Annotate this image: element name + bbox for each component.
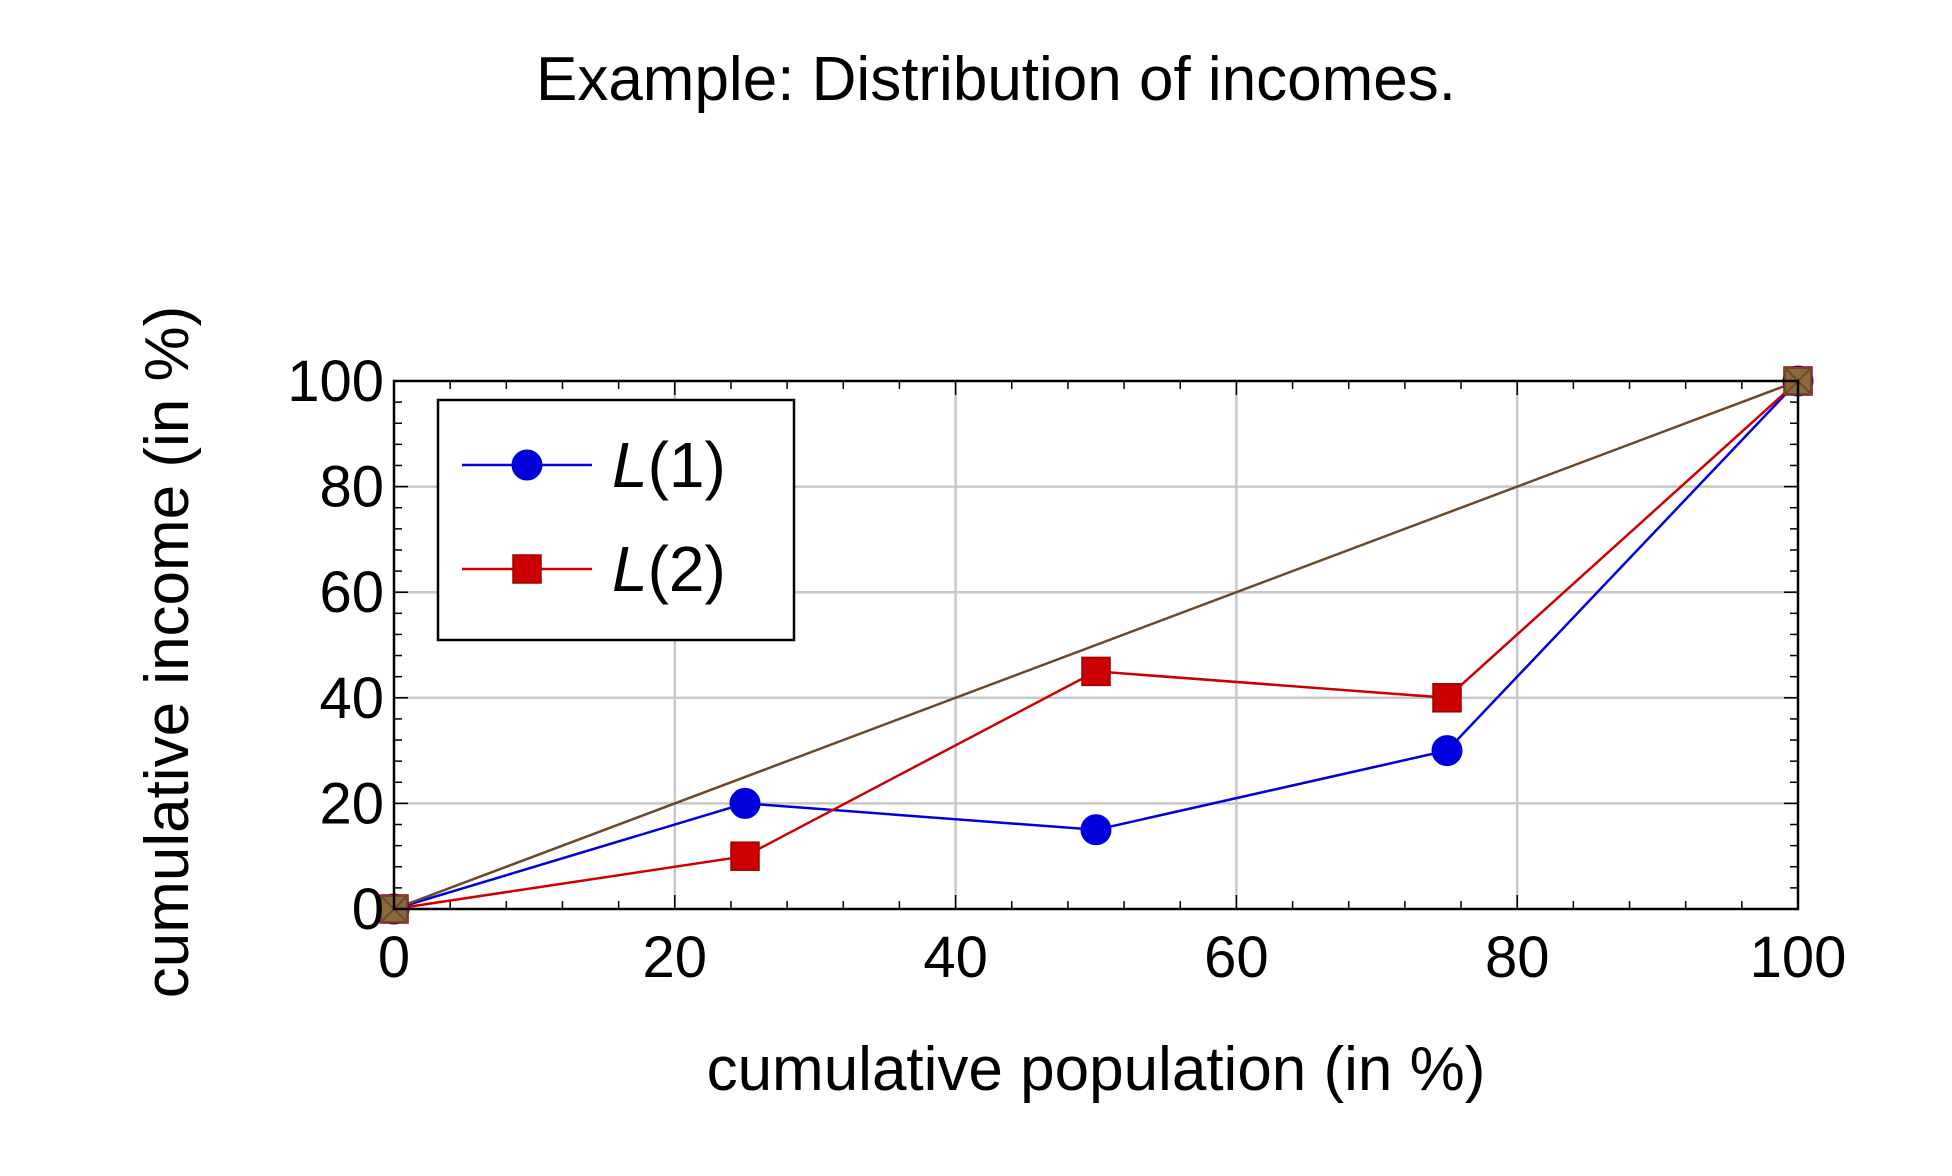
- y-tick-label: 100: [287, 349, 384, 414]
- legend: L(1)L(2): [436, 398, 796, 642]
- series-2: [393, 379, 1799, 911]
- series-layer: [378, 365, 1814, 925]
- x-tick-label: 20: [643, 925, 708, 990]
- data-point-circle: [1080, 814, 1112, 846]
- data-point-square: [512, 554, 542, 584]
- x-tick-label: 0: [378, 925, 410, 990]
- data-point-circle: [729, 787, 761, 819]
- data-point-square: [1432, 683, 1462, 713]
- data-point-square: [1081, 656, 1111, 687]
- y-tick-label: 20: [319, 771, 384, 836]
- x-tick-label: 80: [1485, 925, 1550, 990]
- x-tick-label: 40: [923, 925, 988, 990]
- x-tick-label: 60: [1204, 925, 1269, 990]
- y-tick-label: 80: [319, 455, 384, 520]
- y-axis: 0 20 40 60 80 100: [287, 349, 384, 942]
- x-axis-label: cumulative population (in %): [707, 1035, 1486, 1104]
- legend-label: L(2): [612, 533, 726, 605]
- data-point-circle: [1431, 735, 1463, 767]
- y-tick-label: 0: [352, 877, 384, 942]
- legend-box: [436, 398, 796, 642]
- data-point-circle: [511, 449, 543, 481]
- x-axis: 0 20 40 60 80 100: [378, 925, 1847, 990]
- series-line: [393, 379, 1799, 911]
- legend-label-arg: (2): [648, 533, 726, 605]
- y-axis-label: cumulative income (in %): [133, 306, 202, 999]
- plot-frame: [392, 379, 1800, 911]
- y-tick-label: 40: [319, 666, 384, 731]
- data-point-square: [730, 841, 760, 871]
- legend-entry-1: L(2): [462, 533, 726, 605]
- x-tick-label: 100: [1750, 925, 1847, 990]
- legend-label-arg: (1): [648, 429, 726, 501]
- legend-label: L(1): [612, 429, 726, 501]
- legend-entry-0: L(1): [462, 429, 726, 501]
- legend-label-base: L: [612, 429, 648, 501]
- legend-label-base: L: [612, 533, 648, 605]
- chart-title: Example: Distribution of incomes.: [536, 45, 1456, 114]
- y-tick-label: 60: [319, 560, 384, 625]
